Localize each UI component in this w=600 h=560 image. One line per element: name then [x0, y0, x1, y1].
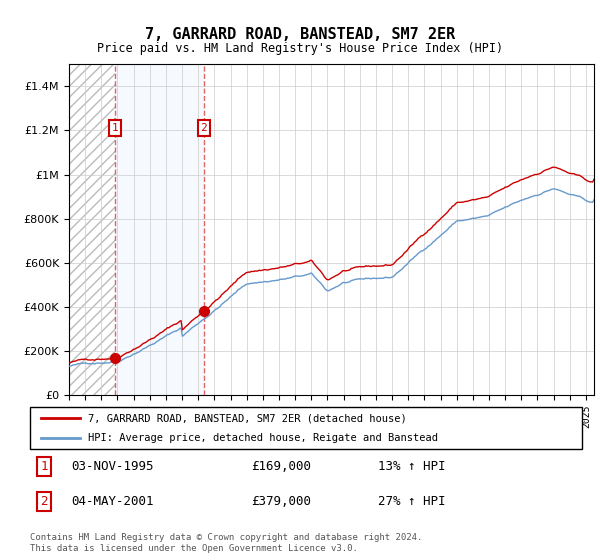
Text: 2: 2 — [40, 495, 47, 508]
Text: HPI: Average price, detached house, Reigate and Banstead: HPI: Average price, detached house, Reig… — [88, 433, 438, 443]
Text: 7, GARRARD ROAD, BANSTEAD, SM7 2ER (detached house): 7, GARRARD ROAD, BANSTEAD, SM7 2ER (deta… — [88, 413, 407, 423]
Text: 03-NOV-1995: 03-NOV-1995 — [71, 460, 154, 473]
Text: £379,000: £379,000 — [251, 495, 311, 508]
Bar — [69, 64, 115, 395]
Text: Price paid vs. HM Land Registry's House Price Index (HPI): Price paid vs. HM Land Registry's House … — [97, 42, 503, 55]
Text: Contains HM Land Registry data © Crown copyright and database right 2024.
This d: Contains HM Land Registry data © Crown c… — [30, 533, 422, 553]
Text: 13% ↑ HPI: 13% ↑ HPI — [378, 460, 445, 473]
Text: 2: 2 — [200, 123, 207, 133]
Text: £169,000: £169,000 — [251, 460, 311, 473]
Bar — [115, 64, 204, 395]
Text: 1: 1 — [112, 123, 118, 133]
FancyBboxPatch shape — [30, 407, 582, 449]
Text: 04-MAY-2001: 04-MAY-2001 — [71, 495, 154, 508]
Text: 7, GARRARD ROAD, BANSTEAD, SM7 2ER: 7, GARRARD ROAD, BANSTEAD, SM7 2ER — [145, 27, 455, 42]
Text: 1: 1 — [40, 460, 47, 473]
Text: 27% ↑ HPI: 27% ↑ HPI — [378, 495, 445, 508]
